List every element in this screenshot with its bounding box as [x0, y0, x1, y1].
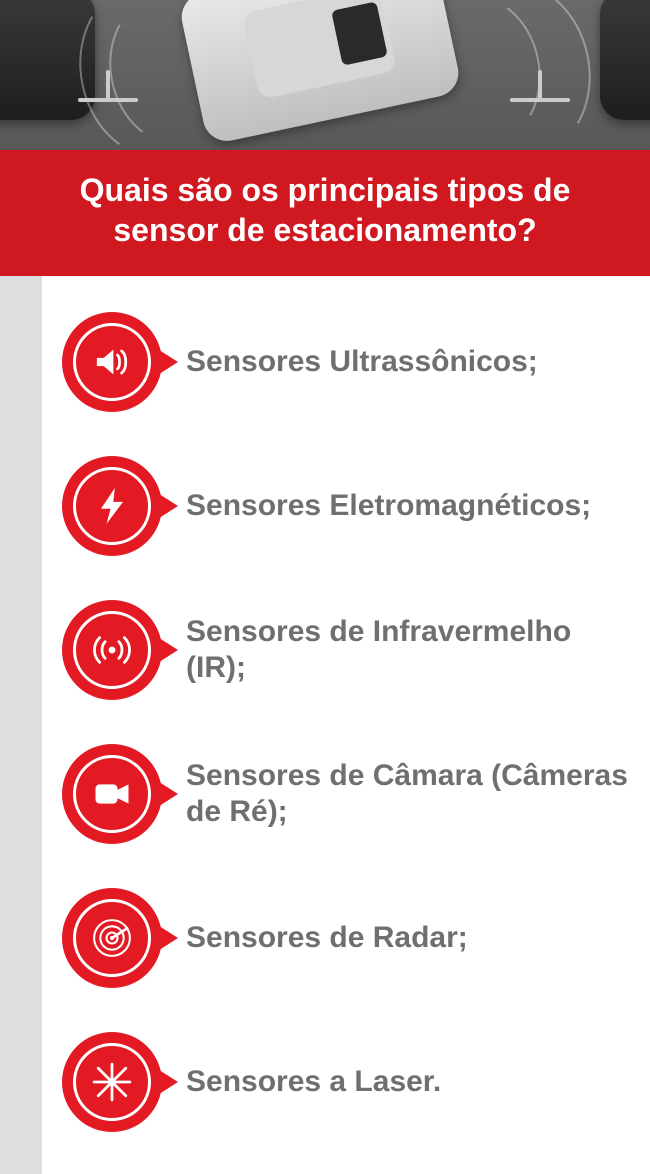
infographic-page: Quais são os principais tipos de sensor …	[0, 0, 650, 1174]
badge-inner	[73, 467, 151, 545]
badge-outer	[62, 600, 162, 700]
hero-parking-line	[78, 98, 138, 102]
sensor-row: Sensores de Radar;	[62, 888, 630, 988]
bolt-icon	[90, 484, 134, 528]
hero-illustration	[0, 0, 650, 150]
badge-outer	[62, 744, 162, 844]
badge-outer	[62, 312, 162, 412]
badge-inner	[73, 755, 151, 833]
hero-car-right	[600, 0, 650, 120]
badge-inner	[73, 323, 151, 401]
sensor-label: Sensores de Infravermelho (IR);	[186, 614, 630, 686]
sensor-row: Sensores de Infravermelho (IR);	[62, 600, 630, 700]
sensor-label: Sensores de Radar;	[186, 920, 468, 956]
ultrasonic-icon	[90, 340, 134, 384]
sensor-badge	[62, 888, 162, 988]
sensor-label: Sensores Eletromagnéticos;	[186, 488, 591, 524]
hero-parking-line	[510, 98, 570, 102]
title-band: Quais são os principais tipos de sensor …	[0, 150, 650, 276]
radar-icon	[90, 916, 134, 960]
badge-inner	[73, 899, 151, 977]
sensor-list: Sensores Ultrassônicos; Sensores Eletroma…	[42, 276, 650, 1174]
sensor-label: Sensores a Laser.	[186, 1064, 441, 1100]
camera-icon	[90, 772, 134, 816]
sensor-row: Sensores Ultrassônicos;	[62, 312, 630, 412]
page-title: Quais são os principais tipos de sensor …	[24, 170, 626, 250]
left-gutter	[0, 276, 42, 1174]
ir-icon	[90, 628, 134, 672]
laser-icon	[90, 1060, 134, 1104]
badge-outer	[62, 456, 162, 556]
sensor-badge	[62, 456, 162, 556]
hero-car-center	[177, 0, 463, 145]
sensor-row: Sensores a Laser.	[62, 1032, 630, 1132]
sensor-row: Sensores Eletromagnéticos;	[62, 456, 630, 556]
sensor-label: Sensores de Câmara (Câmeras de Ré);	[186, 758, 630, 830]
badge-inner	[73, 611, 151, 689]
badge-outer	[62, 1032, 162, 1132]
badge-inner	[73, 1043, 151, 1121]
badge-outer	[62, 888, 162, 988]
sensor-badge	[62, 312, 162, 412]
list-wrap: Sensores Ultrassônicos; Sensores Eletroma…	[0, 276, 650, 1174]
sensor-row: Sensores de Câmara (Câmeras de Ré);	[62, 744, 630, 844]
sensor-label: Sensores Ultrassônicos;	[186, 344, 538, 380]
sensor-badge	[62, 744, 162, 844]
sensor-badge	[62, 1032, 162, 1132]
sensor-badge	[62, 600, 162, 700]
